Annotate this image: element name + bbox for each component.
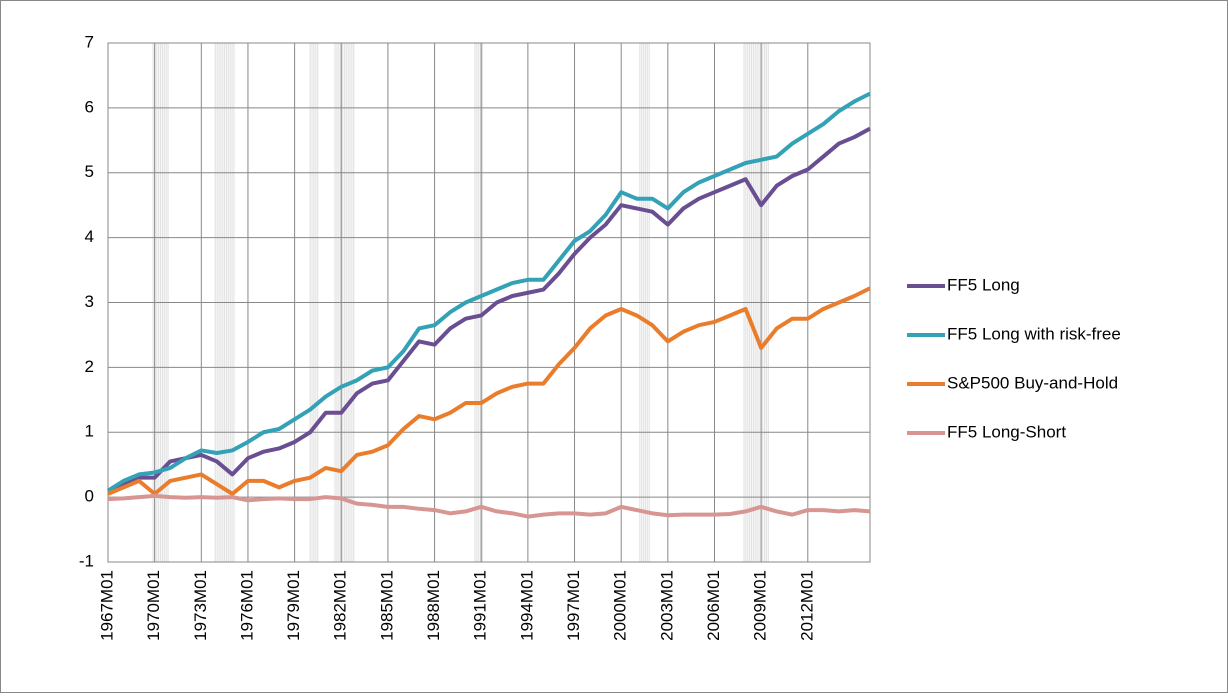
x-tick-label: 1970M01 (144, 570, 163, 641)
series-line (107, 286, 871, 496)
x-tick-label: 1994M01 (517, 570, 536, 641)
legend-label: FF5 Long-Short (947, 422, 1066, 441)
series-line (106, 91, 871, 493)
x-tick-label: 1976M01 (237, 570, 256, 641)
x-tick-label: 2012M01 (797, 570, 816, 641)
x-tick-label: 1991M01 (471, 570, 490, 641)
y-tick-label: 5 (85, 162, 94, 181)
x-tick-label: 1979M01 (284, 570, 303, 641)
y-tick-label: 2 (85, 357, 94, 376)
legend-label: S&P500 Buy-and-Hold (947, 373, 1118, 392)
x-tick-label: 1967M01 (97, 570, 116, 641)
legend-label: FF5 Long (947, 275, 1020, 294)
y-tick-label: 1 (85, 422, 94, 441)
legend-label: FF5 Long with risk-free (947, 324, 1121, 343)
x-tick-label: 1997M01 (564, 570, 583, 641)
x-tick-label: 1982M01 (331, 570, 350, 641)
y-tick-label: 6 (85, 97, 94, 116)
y-tick-label: 3 (85, 292, 94, 311)
x-tick-label: 2006M01 (704, 570, 723, 641)
plot-border (107, 42, 871, 563)
x-tick-label: 1985M01 (377, 570, 396, 641)
series-line (107, 126, 871, 493)
x-tick-label: 1988M01 (424, 570, 443, 641)
x-tick-label: 2000M01 (611, 570, 630, 641)
y-tick-label: 0 (85, 487, 94, 506)
y-tick-label: 7 (85, 32, 94, 51)
x-tick-label: 2009M01 (751, 570, 770, 641)
series-line (107, 493, 871, 519)
y-tick-label: -1 (79, 551, 94, 570)
x-tick-label: 1973M01 (191, 570, 210, 641)
y-tick-label: 4 (85, 227, 94, 246)
x-tick-label: 2003M01 (657, 570, 676, 641)
